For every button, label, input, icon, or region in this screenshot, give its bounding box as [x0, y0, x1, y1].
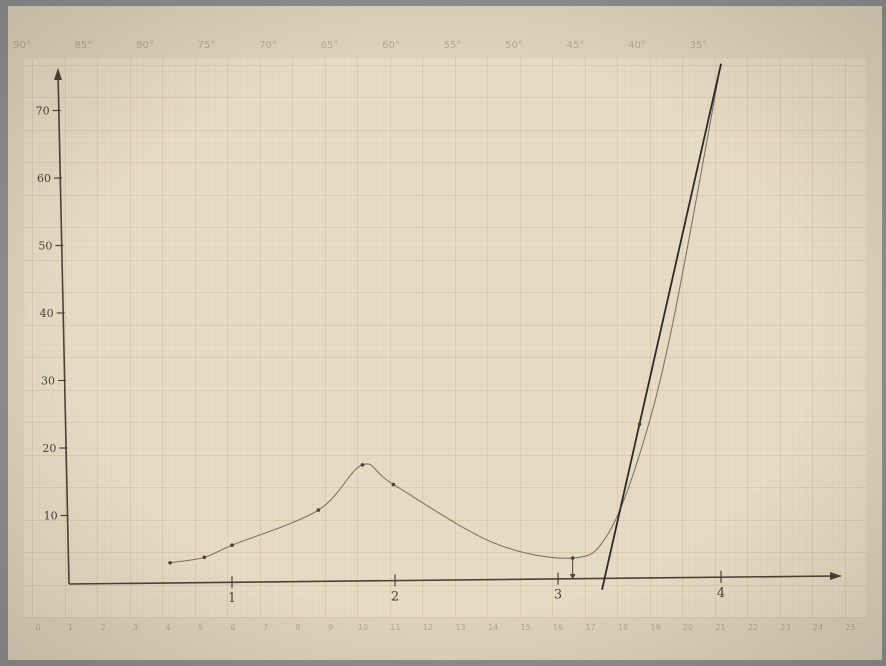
y-tick-label: 60 — [37, 172, 51, 185]
paper-bottom-scale-label: 4 — [165, 623, 170, 632]
x-tick-label: 2 — [391, 589, 399, 604]
y-tick-label: 50 — [38, 240, 52, 253]
data-point — [316, 508, 321, 512]
data-point — [168, 560, 172, 565]
printed-grid — [24, 58, 866, 618]
paper-bottom-scale-label: 18 — [618, 623, 628, 632]
paper-bottom-scale-label: 13 — [455, 623, 465, 632]
x-tick-label: 3 — [554, 588, 562, 603]
data-point — [637, 422, 642, 427]
paper-bottom-scale-label: 19 — [650, 623, 660, 632]
paper-bottom-scale-label: 12 — [423, 623, 433, 632]
data-point — [230, 543, 234, 547]
paper-top-scale-label: 40° — [628, 40, 646, 51]
paper-bottom-scale-label: 1 — [68, 623, 73, 632]
data-point — [391, 482, 396, 487]
paper-bottom-scale-label: 21 — [715, 623, 725, 632]
paper-bottom-scale-label: 2 — [100, 623, 105, 632]
paper-top-scale-label: 75° — [198, 40, 216, 51]
paper-bottom-scale-label: 8 — [295, 623, 300, 632]
y-tick-label: 10 — [44, 510, 58, 523]
paper-bottom-scale-label: 9 — [328, 623, 333, 632]
paper-top-scale-label: 35° — [690, 40, 708, 51]
paper-bottom-scale-label: 5 — [198, 623, 203, 632]
y-tick-label: 20 — [42, 442, 56, 455]
paper-top-scale-label: 60° — [382, 40, 400, 51]
paper-bottom-scale-label: 6 — [230, 623, 235, 632]
paper-top-scale-label: 55° — [444, 40, 462, 51]
y-tick-label: 40 — [40, 307, 54, 320]
y-tick-label: 30 — [41, 375, 55, 388]
paper-bottom-scale-label: 23 — [780, 623, 790, 632]
paper-top-scale-label: 90° — [13, 40, 31, 51]
paper-bottom-scale-label: 7 — [263, 623, 268, 632]
paper-bottom-scale-label: 0 — [35, 623, 40, 632]
paper-bottom-scale-label: 15 — [520, 623, 530, 632]
paper-bottom-scale-label: 14 — [488, 623, 498, 632]
y-tick-label: 70 — [36, 105, 50, 118]
paper-bottom-scale-label: 16 — [553, 623, 563, 632]
x-tick-label: 4 — [717, 586, 725, 601]
paper-top-scale-label: 50° — [505, 40, 523, 51]
paper-bottom-scale-label: 24 — [813, 623, 823, 632]
paper-top-scale-label: 85° — [75, 40, 93, 51]
paper-bottom-scale-label: 20 — [683, 623, 693, 632]
paper-top-scale-label: 65° — [321, 40, 339, 51]
paper-bottom-scale-label: 10 — [358, 623, 368, 632]
data-point — [202, 555, 207, 560]
paper-bottom-scale-label: 17 — [585, 623, 595, 632]
data-point — [360, 463, 365, 467]
paper-top-scale-label: 70° — [259, 40, 277, 51]
x-tick-label: 1 — [228, 591, 236, 606]
paper-top-scale-label: 80° — [136, 40, 154, 51]
paper-bottom-scale-label: 3 — [133, 623, 138, 632]
paper-bottom-scale-label: 25 — [845, 623, 855, 632]
paper-bottom-scale-label: 11 — [390, 623, 400, 632]
paper-top-scale-label: 45° — [567, 40, 585, 51]
paper-bottom-scale-label: 22 — [748, 623, 758, 632]
